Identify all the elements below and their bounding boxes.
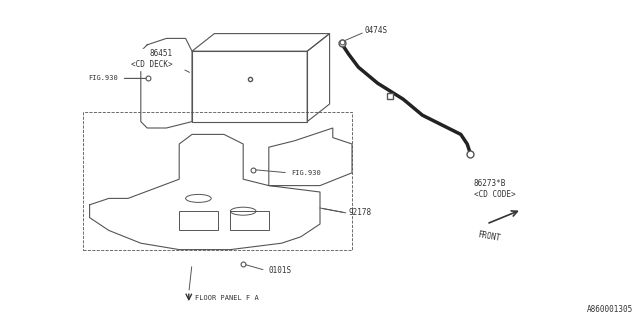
Text: 92178: 92178 xyxy=(349,208,372,217)
Text: FIG.930: FIG.930 xyxy=(291,170,321,176)
Text: FIG.930: FIG.930 xyxy=(89,76,118,81)
Text: 86273*B
<CD CODE>: 86273*B <CD CODE> xyxy=(474,179,515,199)
Text: 0101S: 0101S xyxy=(269,266,292,275)
Text: FRONT: FRONT xyxy=(477,230,501,243)
Text: 86451
<CD DECK>: 86451 <CD DECK> xyxy=(131,49,173,69)
Text: A860001305: A860001305 xyxy=(588,305,634,314)
Text: FLOOR PANEL F A: FLOOR PANEL F A xyxy=(195,295,259,300)
Text: 0474S: 0474S xyxy=(365,26,388,35)
